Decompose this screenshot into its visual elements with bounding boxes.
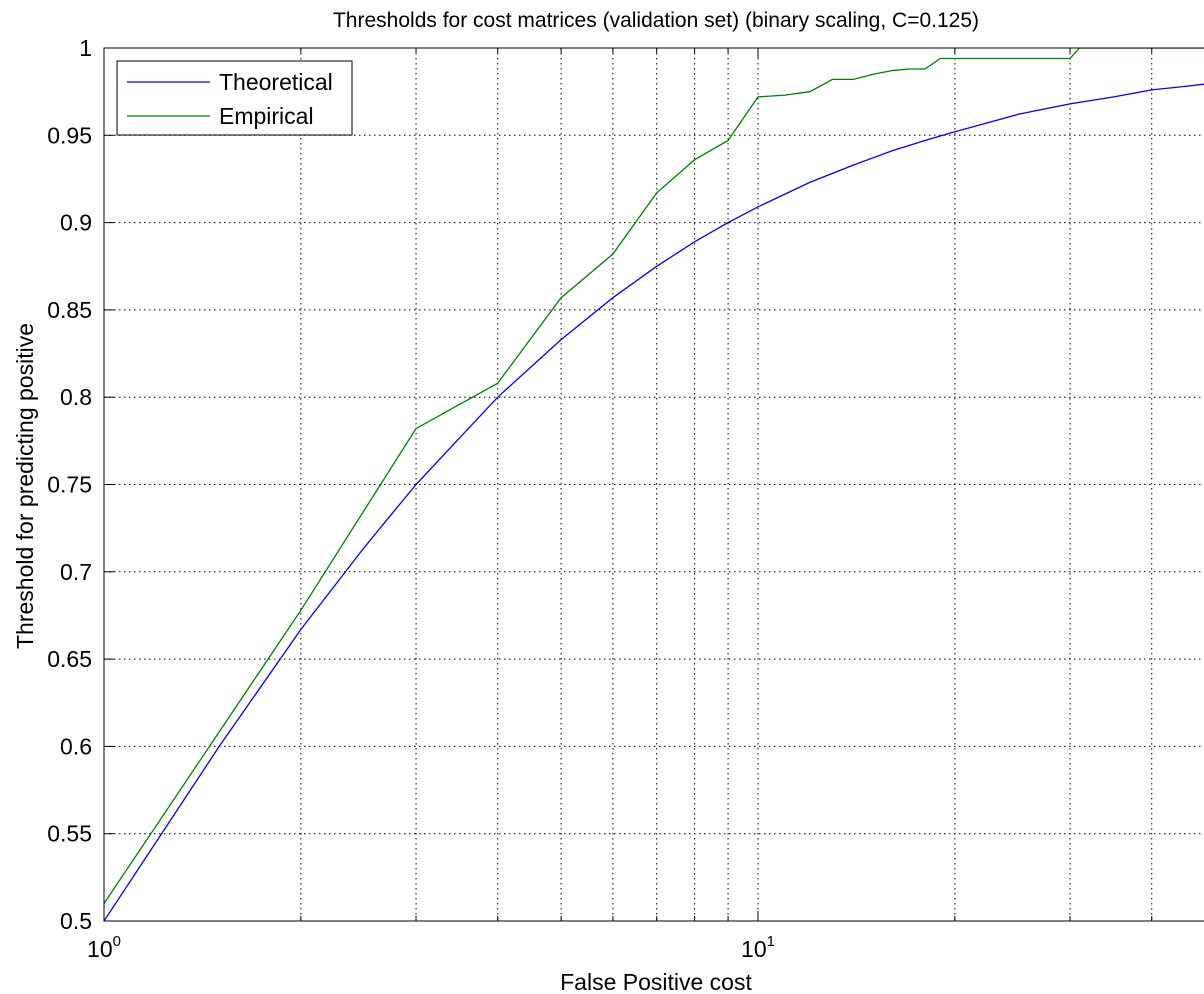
x-tick-label: 101 [741, 933, 775, 962]
y-tick-label: 0.8 [60, 384, 92, 410]
y-tick-label: 1 [79, 35, 92, 61]
y-tick-label: 0.5 [60, 908, 92, 934]
y-tick-label: 0.55 [47, 821, 92, 847]
chart-title: Thresholds for cost matrices (validation… [333, 9, 979, 32]
y-axis-label: Threshold for predicting positive [12, 323, 38, 649]
grid-lines [104, 48, 1204, 921]
y-tick-label: 0.6 [60, 733, 92, 759]
x-tick-label: 100 [87, 933, 121, 962]
axis-ticks: 100 101 0.5 0.55 0.6 0.65 0.7 0.75 0.8 0.85 0.9 0.9… [47, 35, 1153, 962]
y-tick-label: 0.9 [60, 210, 92, 236]
legend-label-empirical: Empirical [219, 103, 314, 129]
series-line-theoretical [104, 83, 1204, 921]
series-line-empirical [104, 48, 1204, 904]
y-tick-label: 0.7 [60, 559, 92, 585]
y-tick-label: 0.85 [47, 297, 92, 323]
y-tick-label: 0.65 [47, 646, 92, 672]
legend-box [116, 60, 353, 136]
y-tick-label: 0.75 [47, 472, 92, 498]
legend: Theoretical Empirical [116, 60, 353, 136]
legend-label-theoretical: Theoretical [219, 69, 333, 95]
series-layer [104, 48, 1204, 921]
x-axis-label: False Positive cost [560, 969, 752, 994]
y-tick-label: 0.95 [47, 122, 92, 148]
